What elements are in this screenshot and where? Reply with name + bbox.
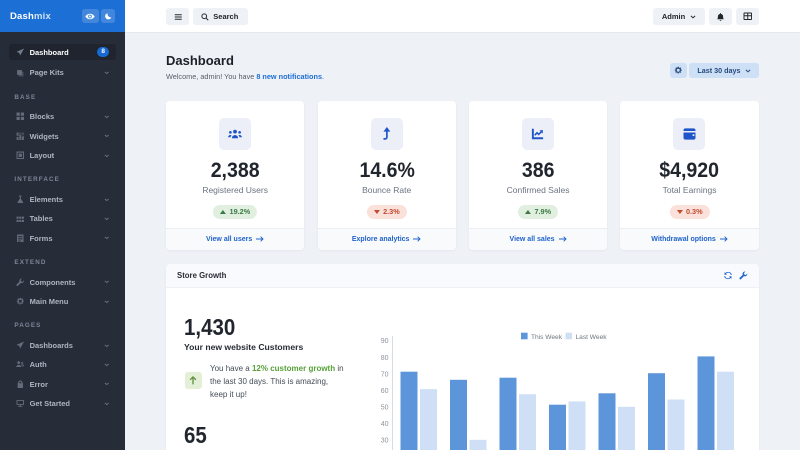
svg-text:Last Week: Last Week [576, 334, 608, 341]
svg-text:30: 30 [381, 437, 389, 444]
svg-text:This Week: This Week [531, 334, 563, 341]
svg-text:70: 70 [381, 371, 389, 378]
svg-text:90: 90 [381, 338, 389, 345]
svg-text:80: 80 [381, 354, 389, 361]
svg-text:50: 50 [381, 404, 389, 411]
svg-text:60: 60 [381, 387, 389, 394]
svg-text:40: 40 [381, 421, 389, 428]
